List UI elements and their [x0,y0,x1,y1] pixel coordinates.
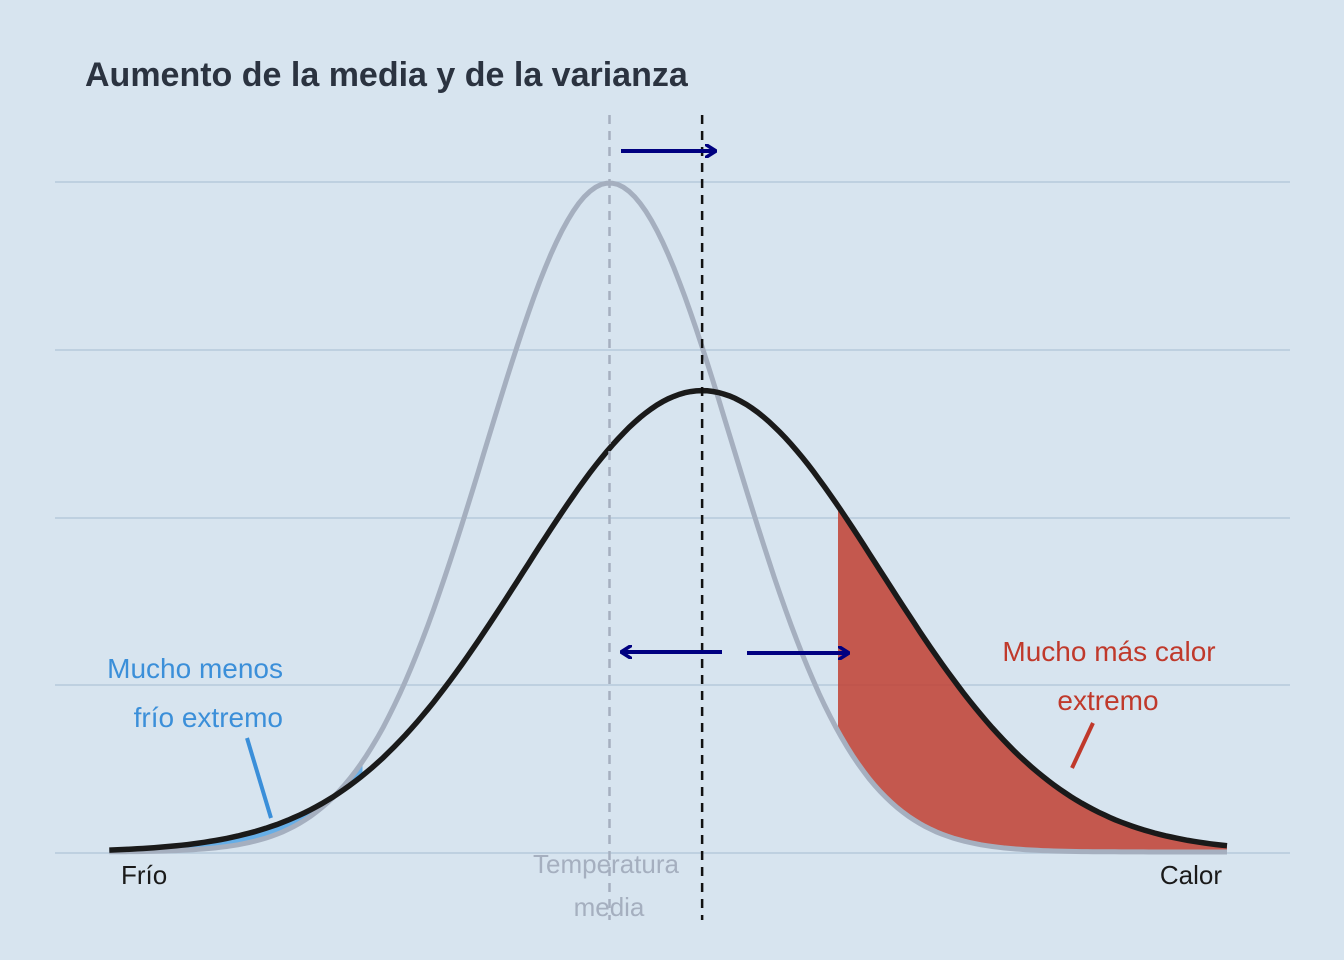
tail-shading [109,506,1227,852]
x-label-hot: Calor [1160,860,1222,890]
cold-annotation-line-1: Mucho menos [107,653,283,684]
mean-label-line-2: media [574,892,645,922]
mean-label-line-1: Temperatura [533,849,679,879]
hot-annotation-line-1: Mucho más calor [1002,636,1215,667]
gridlines [55,181,1290,854]
chart-title: Aumento de la media y de la varianza [85,56,689,94]
cold-annotation: Mucho menos frío extremo [107,653,283,819]
hot-annotation: Mucho más calor extremo [1002,636,1216,769]
curve-before [109,180,1227,855]
hot-annotation-line-2: extremo [1057,685,1158,716]
shift-arrows [621,151,848,653]
hot-annotation-pointer [1070,722,1095,769]
curve-after [109,387,1228,853]
x-label-cold: Frío [121,860,167,890]
cold-annotation-line-2: frío extremo [134,702,283,733]
distribution-curves [109,180,1228,855]
mean-lines [608,115,704,920]
cold-annotation-pointer [245,737,273,819]
hot-extreme-area [838,506,1227,852]
